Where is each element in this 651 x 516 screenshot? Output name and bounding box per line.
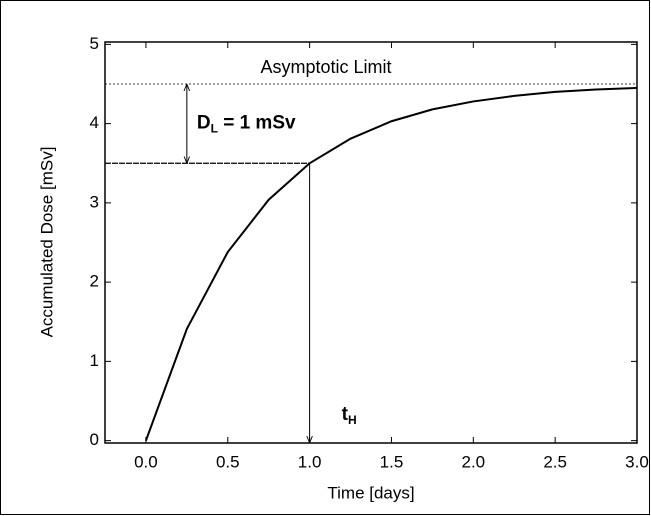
y-tick-label: 3 xyxy=(90,192,99,211)
t-h-sub: H xyxy=(348,413,357,427)
x-tick-label: 1.0 xyxy=(298,452,322,471)
t-h-label: tH xyxy=(342,404,357,427)
y-tick-label: 0 xyxy=(90,430,99,449)
x-tick-label: 2.0 xyxy=(461,452,485,471)
y-tick-label: 4 xyxy=(90,113,99,132)
dose-rest: = 1 mSv xyxy=(218,113,296,134)
dose-limit-label: DL = 1 mSv xyxy=(197,113,296,136)
y-tick-label: 5 xyxy=(90,34,99,53)
x-tick-label: 2.5 xyxy=(543,452,567,471)
x-tick-label: 0.5 xyxy=(216,452,240,471)
dose-sub: L xyxy=(211,122,218,136)
t-h-main: t xyxy=(342,404,349,425)
y-tick-label: 2 xyxy=(90,272,99,291)
y-tick-label: 1 xyxy=(90,351,99,370)
x-axis-label: Time [days] xyxy=(327,483,414,502)
x-tick-label: 1.5 xyxy=(380,452,404,471)
y-axis-label: Accumulated Dose [mSv] xyxy=(37,147,56,338)
asymptote-label: Asymptotic Limit xyxy=(260,57,391,77)
x-tick-label: 3.0 xyxy=(625,452,649,471)
curve xyxy=(144,86,638,441)
dose-main: D xyxy=(197,113,211,134)
x-tick-label: 0.0 xyxy=(134,452,158,471)
plot-frame xyxy=(104,41,638,444)
